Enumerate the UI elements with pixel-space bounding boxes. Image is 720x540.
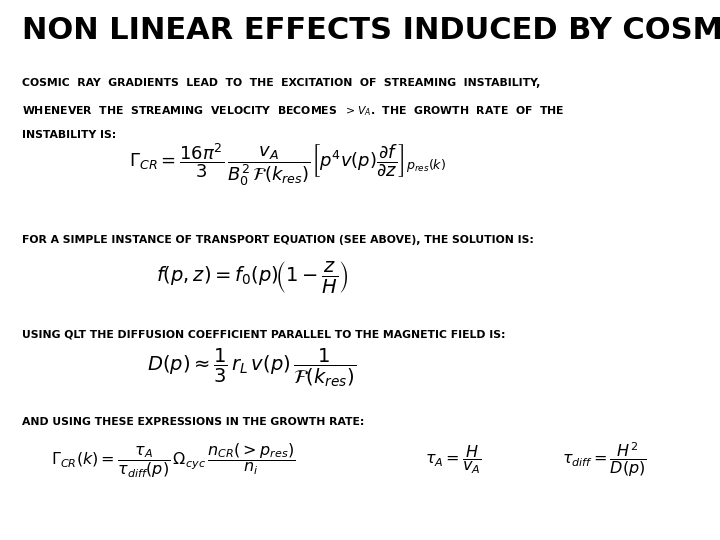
Text: $D(p) \approx \dfrac{1}{3}\,r_L\,v(p)\,\dfrac{1}{\mathcal{F}(k_{res})}$: $D(p) \approx \dfrac{1}{3}\,r_L\,v(p)\,\… (148, 347, 356, 389)
Text: WHENEVER  THE  STREAMING  VELOCITY  BECOMES  $>V_A$.  THE  GROWTH  RATE  OF  THE: WHENEVER THE STREAMING VELOCITY BECOMES … (22, 104, 564, 118)
Text: NON LINEAR EFFECTS INDUCED BY COSMIC RAYS: NON LINEAR EFFECTS INDUCED BY COSMIC RAY… (22, 16, 720, 45)
Text: INSTABILITY IS:: INSTABILITY IS: (22, 130, 116, 140)
Text: $\tau_{diff} = \dfrac{H^2}{D(p)}$: $\tau_{diff} = \dfrac{H^2}{D(p)}$ (562, 441, 647, 480)
Text: $\Gamma_{CR} = \dfrac{16\pi^2}{3}\,\dfrac{v_A}{B_0^2\,\mathcal{F}(k_{res})}\left: $\Gamma_{CR} = \dfrac{16\pi^2}{3}\,\dfra… (130, 141, 446, 188)
Text: COSMIC  RAY  GRADIENTS  LEAD  TO  THE  EXCITATION  OF  STREAMING  INSTABILITY,: COSMIC RAY GRADIENTS LEAD TO THE EXCITAT… (22, 78, 540, 89)
Text: FOR A SIMPLE INSTANCE OF TRANSPORT EQUATION (SEE ABOVE), THE SOLUTION IS:: FOR A SIMPLE INSTANCE OF TRANSPORT EQUAT… (22, 235, 534, 245)
Text: AND USING THESE EXPRESSIONS IN THE GROWTH RATE:: AND USING THESE EXPRESSIONS IN THE GROWT… (22, 417, 364, 427)
Text: $\Gamma_{CR}(k) = \dfrac{\tau_A}{\tau_{diff}(p)}\,\Omega_{cyc}\,\dfrac{n_{CR}(>p: $\Gamma_{CR}(k) = \dfrac{\tau_A}{\tau_{d… (50, 441, 295, 480)
Text: $f(p,z) = f_0(p)\!\left(1 - \dfrac{z}{H}\right)$: $f(p,z) = f_0(p)\!\left(1 - \dfrac{z}{H}… (156, 259, 348, 295)
Text: USING QLT THE DIFFUSION COEFFICIENT PARALLEL TO THE MAGNETIC FIELD IS:: USING QLT THE DIFFUSION COEFFICIENT PARA… (22, 329, 505, 340)
Text: $\tau_A = \dfrac{H}{v_A}$: $\tau_A = \dfrac{H}{v_A}$ (425, 444, 482, 476)
